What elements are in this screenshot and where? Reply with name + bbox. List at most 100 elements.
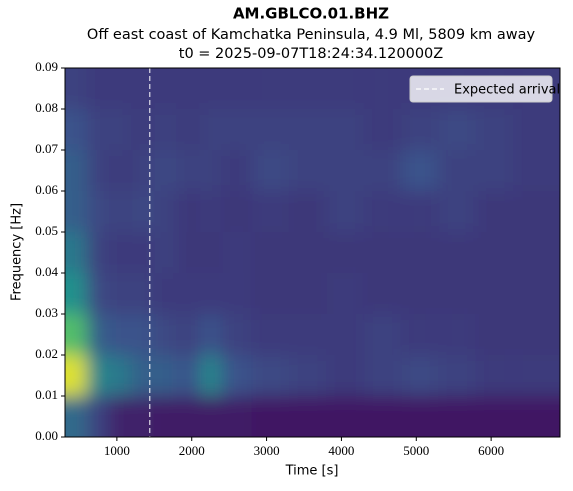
heatmap-cell (199, 150, 222, 191)
heatmap-cell (131, 68, 155, 109)
heatmap-cell (221, 191, 252, 232)
heatmap-cell (86, 232, 110, 273)
heatmap-cell (438, 150, 477, 191)
heatmap-cell (199, 109, 222, 150)
heatmap-cell (65, 273, 87, 314)
heatmap-cell (438, 355, 477, 396)
heatmap-cell (289, 68, 327, 109)
heatmap-cell (154, 150, 177, 191)
heatmap-cell (86, 191, 110, 232)
heatmap-cell (513, 109, 560, 150)
heatmap-cell (86, 150, 110, 191)
y-tick-label: 0.09 (35, 59, 58, 74)
heatmap-cell (154, 273, 177, 314)
heatmap-cell (513, 273, 560, 314)
heatmap-cell (199, 68, 222, 109)
heatmap-cell (86, 355, 110, 396)
y-tick-label: 0.07 (35, 141, 58, 156)
heatmap-cell (199, 232, 222, 273)
heatmap-cell (221, 150, 252, 191)
heatmap-cell (176, 232, 200, 273)
heatmap-cell (401, 396, 439, 437)
y-tick-label: 0.06 (35, 182, 58, 197)
y-tick-label: 0.00 (35, 428, 58, 443)
heatmap-cell (401, 150, 439, 191)
heatmap-cell (176, 109, 200, 150)
y-tick-label: 0.05 (35, 223, 58, 238)
heatmap-cell (109, 396, 132, 437)
x-tick-label: 2000 (179, 443, 205, 458)
heatmap-cell (131, 314, 155, 355)
heatmap-cell (251, 191, 290, 232)
heatmap-cell (176, 314, 200, 355)
y-axis-label: Frequency [Hz] (10, 203, 25, 301)
heatmap (65, 68, 560, 437)
heatmap-cell (513, 191, 560, 232)
x-tick-label: 4000 (328, 443, 354, 458)
heatmap-cell (289, 191, 327, 232)
heatmap-cell (289, 273, 327, 314)
heatmap-cell (86, 314, 110, 355)
heatmap-cell (476, 232, 514, 273)
x-tick-label: 1000 (104, 443, 130, 458)
heatmap-cell (326, 150, 364, 191)
heatmap-cell (199, 273, 222, 314)
chart-subtitle: Off east coast of Kamchatka Peninsula, 4… (87, 27, 536, 43)
heatmap-cell (109, 314, 132, 355)
heatmap-cell (109, 68, 132, 109)
heatmap-cell (476, 191, 514, 232)
heatmap-cell (438, 232, 477, 273)
heatmap-cell (363, 68, 402, 109)
heatmap-cell (176, 355, 200, 396)
heatmap-cell (363, 150, 402, 191)
heatmap-cell (176, 191, 200, 232)
heatmap-cell (513, 355, 560, 396)
heatmap-cell (513, 232, 560, 273)
heatmap-cell (109, 150, 132, 191)
heatmap-cell (131, 355, 155, 396)
y-tick-label: 0.03 (35, 305, 58, 320)
heatmap-cell (326, 109, 364, 150)
heatmap-cell (176, 273, 200, 314)
heatmap-cell (86, 396, 110, 437)
heatmap-cell (65, 314, 87, 355)
heatmap-cell (199, 314, 222, 355)
heatmap-cell (154, 355, 177, 396)
heatmap-cell (326, 355, 364, 396)
heatmap-cell (131, 396, 155, 437)
y-tick-label: 0.01 (35, 387, 58, 402)
heatmap-cell (363, 109, 402, 150)
y-tick-label: 0.04 (35, 264, 58, 279)
heatmap-cell (221, 273, 252, 314)
heatmap-cell (154, 396, 177, 437)
heatmap-cell (65, 109, 87, 150)
heatmap-cell (221, 68, 252, 109)
heatmap-cell (221, 109, 252, 150)
chart-title: AM.GBLCO.01.BHZ (233, 5, 389, 23)
heatmap-cell (513, 150, 560, 191)
heatmap-cell (176, 150, 200, 191)
heatmap-cell (476, 396, 514, 437)
heatmap-cell (176, 396, 200, 437)
heatmap-cell (109, 232, 132, 273)
heatmap-cell (363, 355, 402, 396)
heatmap-cell (251, 314, 290, 355)
legend-box (409, 75, 553, 103)
heatmap-cell (438, 273, 477, 314)
heatmap-cell (65, 355, 87, 396)
heatmap-cell (326, 68, 364, 109)
heatmap-cell (154, 109, 177, 150)
heatmap-cell (289, 232, 327, 273)
heatmap-cell (289, 396, 327, 437)
heatmap-cell (65, 68, 87, 109)
heatmap-cell (65, 232, 87, 273)
heatmap-cell (65, 396, 87, 437)
heatmap-cell (251, 232, 290, 273)
heatmap-cell (109, 109, 132, 150)
heatmap-cell (176, 68, 200, 109)
heatmap-cell (326, 314, 364, 355)
heatmap-cell (289, 314, 327, 355)
heatmap-cell (476, 355, 514, 396)
heatmap-cell (131, 191, 155, 232)
x-tick-label: 6000 (478, 443, 504, 458)
